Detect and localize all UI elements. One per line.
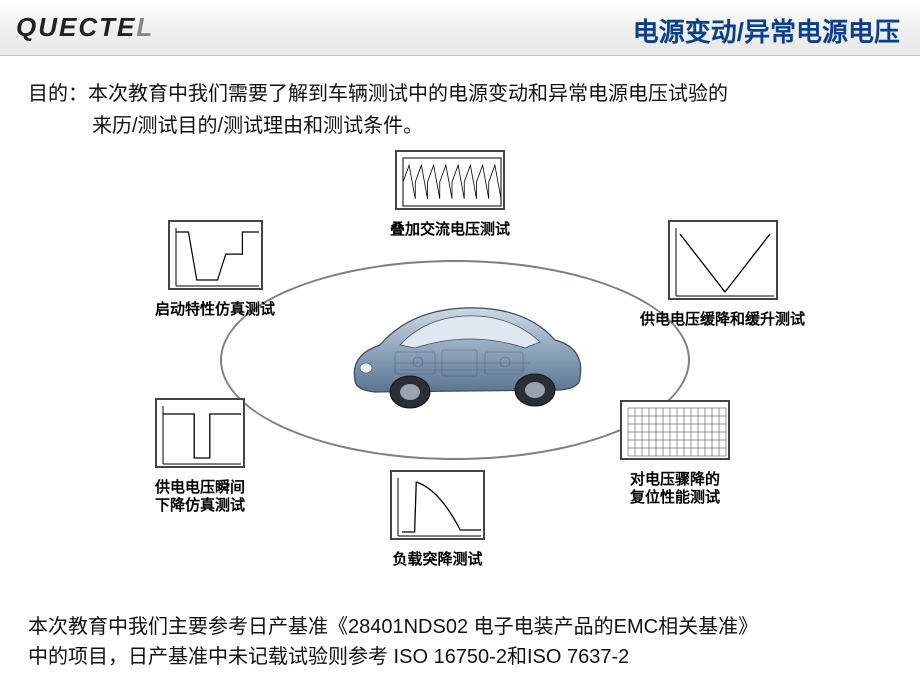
thumb-startup <box>168 220 263 290</box>
node-ramp: 供电电压缓降和缓升测试 <box>640 220 805 329</box>
logo-fade: L <box>136 12 154 42</box>
thumb-graphic <box>170 222 265 292</box>
node-ac_superimposed: 叠加交流电压测试 <box>390 150 510 239</box>
node-load_dump: 负载突降测试 <box>390 470 485 569</box>
logo: QUECTEL <box>16 12 154 43</box>
thumb-graphic <box>622 402 732 462</box>
label-dip_recovery: 对电压骤降的复位性能测试 <box>620 471 730 507</box>
label-ac_superimposed: 叠加交流电压测试 <box>390 221 510 239</box>
purpose-label: 目的： <box>28 83 88 105</box>
footer-line2: 中的项目，日产基准中未记载试验则参考 ISO 16750-2和ISO 7637-… <box>28 642 892 672</box>
label-startup: 启动特性仿真测试 <box>155 301 275 319</box>
logo-main: QUECTE <box>16 12 136 42</box>
purpose-block: 目的：本次教育中我们需要了解到车辆测试中的电源变动和异常电源电压试验的 来历/测… <box>28 78 892 142</box>
purpose-line2: 来历/测试目的/测试理由和测试条件。 <box>28 110 892 142</box>
thumb-instant_drop <box>155 398 245 468</box>
label-ramp: 供电电压缓降和缓升测试 <box>640 311 805 329</box>
content: 目的：本次教育中我们需要了解到车辆测试中的电源变动和异常电源电压试验的 来历/测… <box>0 56 920 690</box>
slide-title: 电源变动/异常电源电压 <box>633 12 900 49</box>
node-startup: 启动特性仿真测试 <box>155 220 275 319</box>
diagram: 叠加交流电压测试 启动特性仿真测试 供电电压缓降和缓升测试 供电电压瞬间下降仿真… <box>100 150 820 570</box>
thumb-load_dump <box>390 470 485 540</box>
footer-note: 本次教育中我们主要参考日产基准《28401NDS02 电子电装产品的EMC相关基… <box>28 612 892 672</box>
thumb-graphic <box>392 472 487 542</box>
thumb-ac_superimposed <box>395 150 505 210</box>
node-instant_drop: 供电电压瞬间下降仿真测试 <box>155 398 245 515</box>
footer-line1: 本次教育中我们主要参考日产基准《28401NDS02 电子电装产品的EMC相关基… <box>28 612 892 642</box>
node-dip_recovery: 对电压骤降的复位性能测试 <box>620 400 730 507</box>
purpose-line1: 本次教育中我们需要了解到车辆测试中的电源变动和异常电源电压试验的 <box>88 83 728 105</box>
label-instant_drop: 供电电压瞬间下降仿真测试 <box>155 479 245 515</box>
car-illustration <box>340 290 590 420</box>
header: QUECTEL 电源变动/异常电源电压 <box>0 0 920 56</box>
thumb-graphic <box>670 222 780 302</box>
thumb-graphic <box>397 152 507 212</box>
thumb-dip_recovery <box>620 400 730 460</box>
thumb-ramp <box>668 220 778 300</box>
label-load_dump: 负载突降测试 <box>390 551 485 569</box>
thumb-graphic <box>157 400 247 470</box>
